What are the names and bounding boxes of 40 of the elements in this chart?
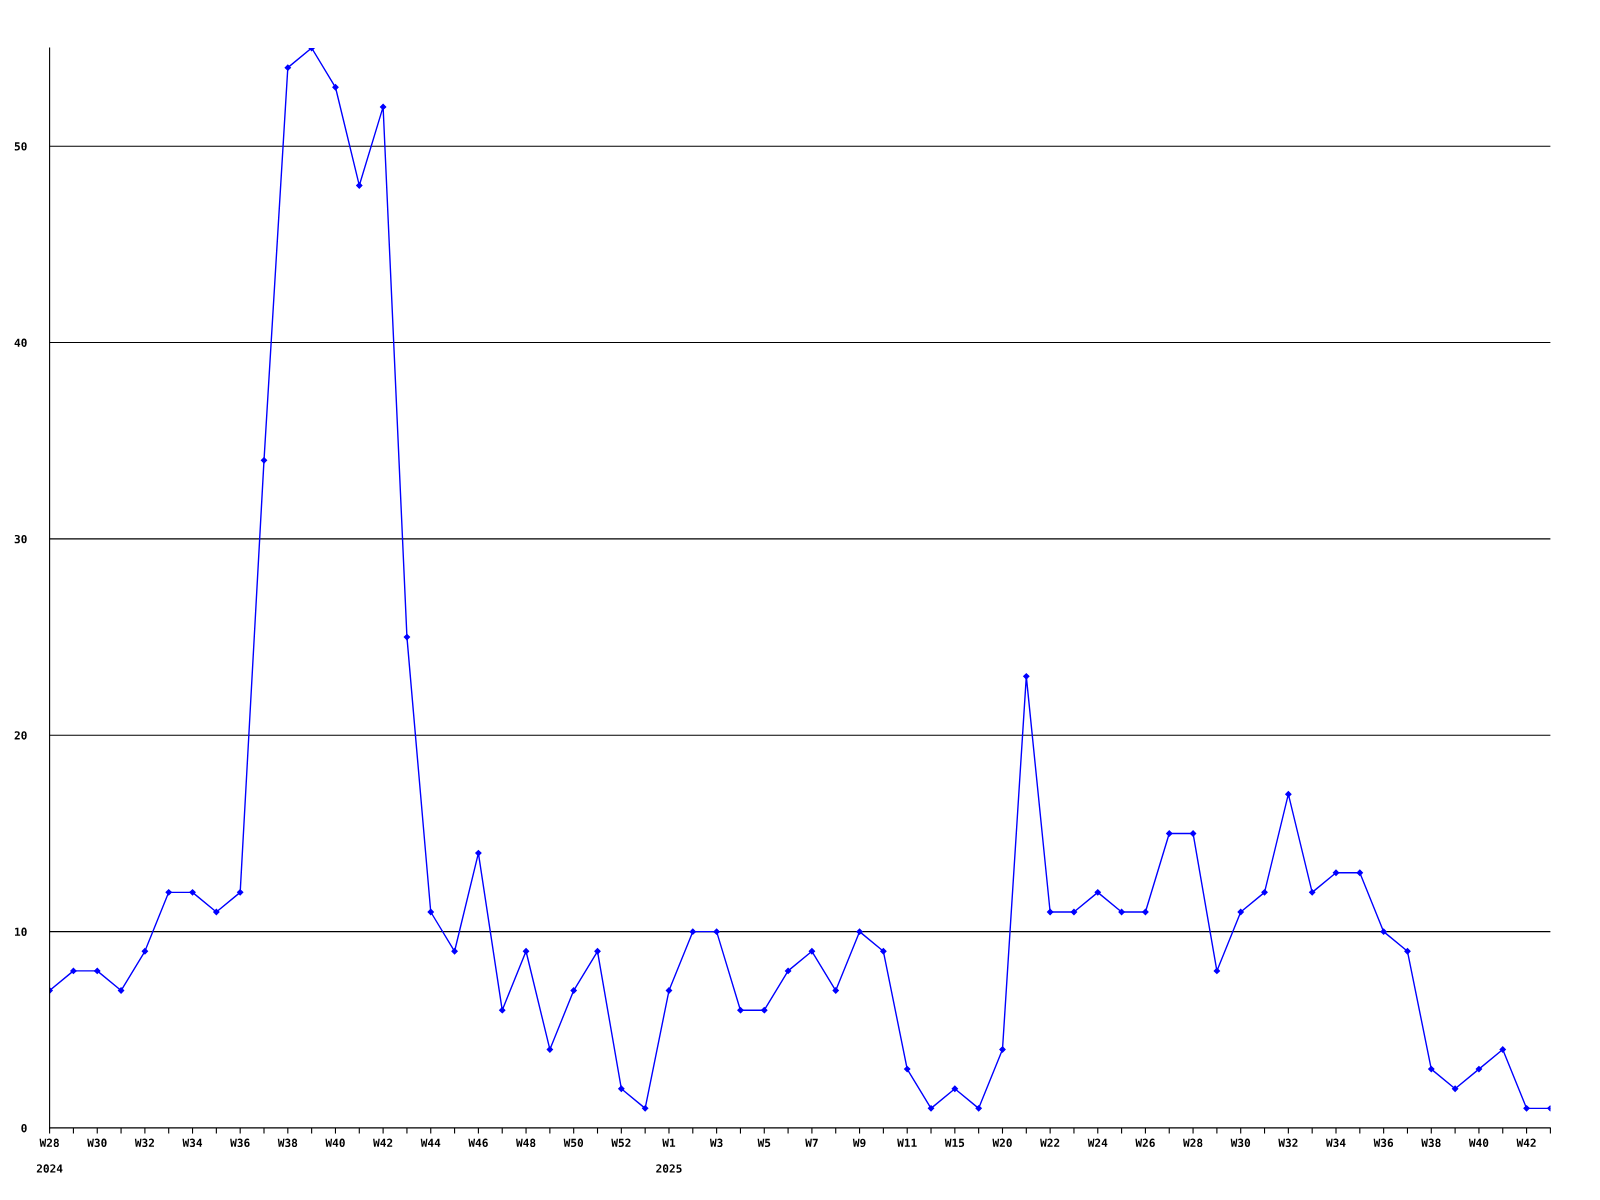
x-tick-label: W5	[757, 1138, 771, 1148]
x-tick-label: W15	[944, 1138, 965, 1148]
y-tick-label: 50	[14, 142, 27, 151]
x-tick-label: W22	[1040, 1138, 1060, 1147]
x-tick-label: W38	[1421, 1138, 1441, 1148]
x-tick-label: W36	[1373, 1138, 1394, 1148]
x-tick-label: W40	[325, 1138, 345, 1148]
x-tick-label: W20	[992, 1138, 1012, 1148]
x-tick-label: W42	[373, 1138, 393, 1147]
y-tick-label: 10	[15, 927, 27, 937]
x-tick-label: W26	[1135, 1138, 1155, 1148]
x-tick-label: W46	[468, 1138, 488, 1148]
x-tick-label: W38	[277, 1138, 298, 1148]
x-tick-label: W30	[87, 1138, 107, 1148]
x-tick-label: W36	[230, 1138, 250, 1148]
x-tick-label: W52	[611, 1138, 631, 1148]
x-tick-label: W28	[39, 1138, 59, 1148]
x-tick-label: W40	[1468, 1138, 1489, 1148]
x-tick-label: W11	[897, 1138, 917, 1147]
x-tick-label: W34	[1325, 1138, 1346, 1148]
y-tick-label: 40	[14, 338, 27, 347]
x-tick-label: W30	[1230, 1138, 1251, 1148]
text: 2024	[36, 1164, 63, 1173]
x-tick-label: W48	[516, 1138, 536, 1148]
x-tick-label: W7	[805, 1138, 818, 1147]
text: 2025	[656, 1164, 682, 1173]
x-tick-label: W32	[134, 1138, 154, 1148]
x-tick-label: W3	[709, 1138, 723, 1148]
y-tick-label: 20	[14, 731, 27, 740]
x-tick-label: W24	[1087, 1138, 1108, 1147]
x-tick-label: W42	[1516, 1138, 1536, 1147]
x-tick-label: W32	[1278, 1138, 1298, 1148]
x-tick-label: W34	[182, 1138, 203, 1148]
x-tick-label: W44	[420, 1138, 441, 1147]
x-tick-label: W9	[852, 1138, 866, 1148]
y-tick-label: 0	[21, 1123, 27, 1133]
x-tick-label: W28	[1183, 1138, 1203, 1148]
x-tick-label: W50	[563, 1138, 584, 1148]
x-tick-label: W1	[662, 1138, 676, 1147]
y-tick-label: 30	[14, 534, 27, 544]
